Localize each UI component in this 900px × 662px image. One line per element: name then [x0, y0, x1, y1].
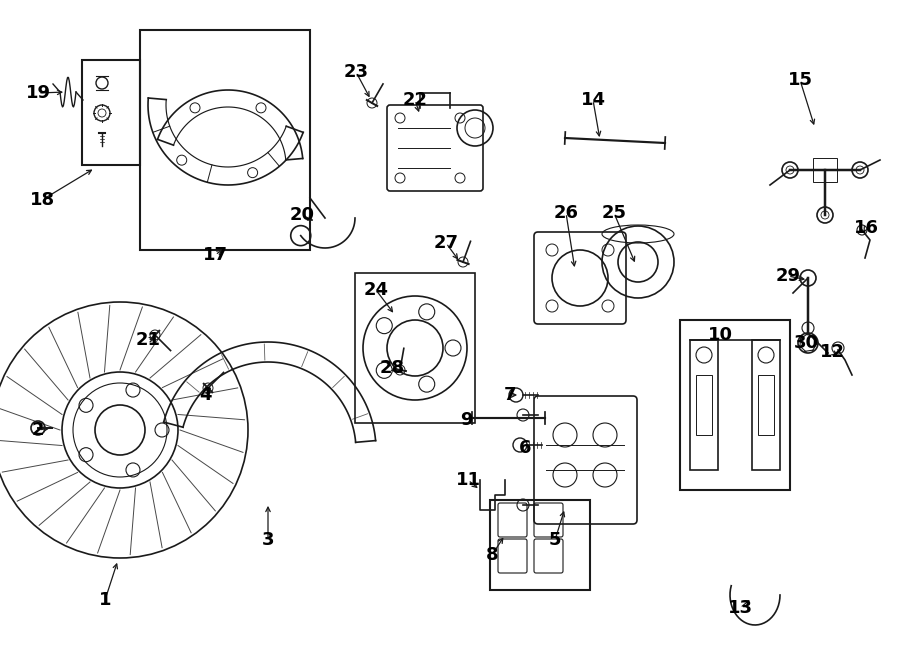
Text: 9: 9	[460, 411, 473, 429]
Text: 3: 3	[262, 531, 274, 549]
Text: 7: 7	[504, 386, 517, 404]
Text: 6: 6	[518, 439, 531, 457]
Text: 23: 23	[344, 63, 368, 81]
Bar	[813, 158, 837, 182]
Text: 15: 15	[788, 71, 813, 89]
Bar	[696, 375, 712, 435]
Text: 4: 4	[199, 386, 212, 404]
Text: 1: 1	[99, 591, 112, 609]
Bar	[690, 340, 718, 470]
Text: 29: 29	[776, 267, 800, 285]
Bar	[752, 340, 780, 470]
Text: 17: 17	[202, 246, 228, 264]
Text: 20: 20	[290, 206, 314, 224]
Text: 21: 21	[136, 331, 160, 349]
Bar	[355, 273, 475, 423]
Text: 18: 18	[30, 191, 55, 209]
Text: 12: 12	[820, 343, 844, 361]
Text: 26: 26	[554, 204, 579, 222]
Bar	[82, 60, 140, 165]
Text: 13: 13	[727, 599, 752, 617]
Text: 22: 22	[402, 91, 428, 109]
Bar	[758, 375, 774, 435]
Text: 19: 19	[25, 84, 50, 102]
Bar	[680, 320, 790, 490]
Text: 25: 25	[601, 204, 626, 222]
Text: 2: 2	[32, 421, 44, 439]
Text: 30: 30	[794, 334, 818, 352]
Text: 8: 8	[486, 546, 499, 564]
Text: 27: 27	[434, 234, 458, 252]
Text: 24: 24	[364, 281, 389, 299]
Text: 28: 28	[380, 359, 405, 377]
Bar	[490, 500, 590, 590]
Text: 10: 10	[707, 326, 733, 344]
Text: 11: 11	[455, 471, 481, 489]
Text: 14: 14	[580, 91, 606, 109]
Bar	[140, 30, 310, 250]
Text: 5: 5	[549, 531, 562, 549]
Text: 16: 16	[853, 219, 878, 237]
